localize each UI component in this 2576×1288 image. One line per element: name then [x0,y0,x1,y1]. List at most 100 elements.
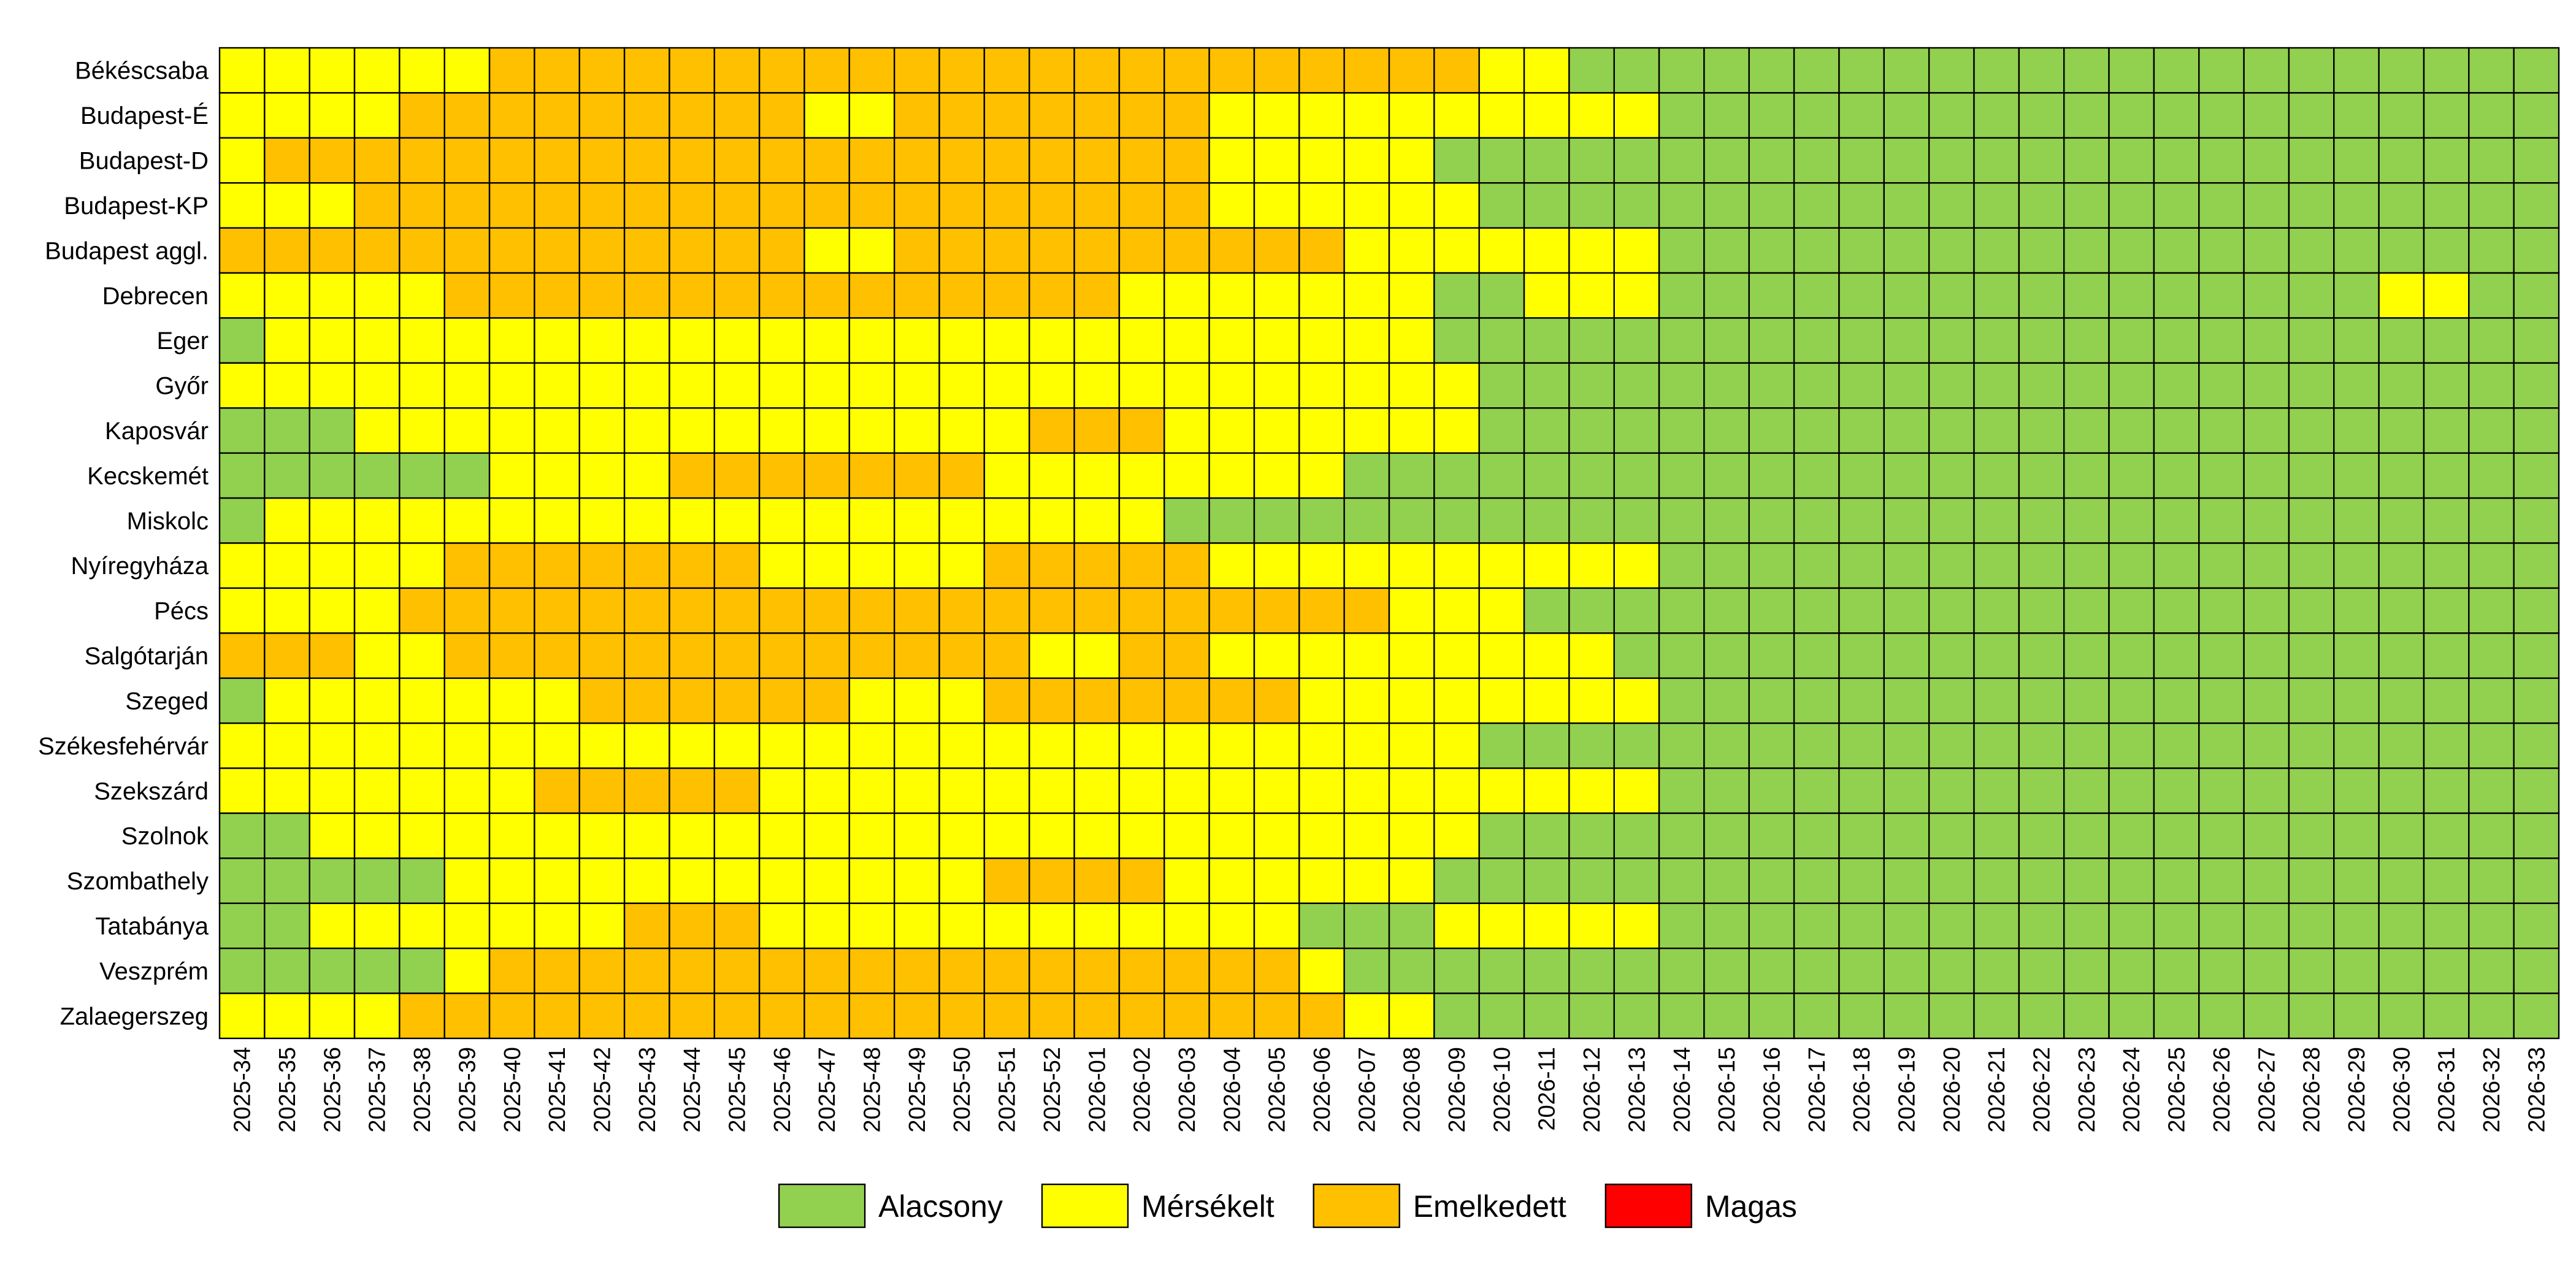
heatmap-cell [669,587,716,634]
heatmap-cell [488,227,535,274]
heatmap-cell [1343,992,1390,1040]
heatmap-cell [1343,542,1390,589]
heatmap-cell [2378,902,2425,949]
heatmap-cell [2378,677,2425,724]
heatmap-cell [938,992,986,1040]
heatmap-cell [2468,722,2515,769]
heatmap-cell [2243,632,2290,679]
heatmap-cell [1298,857,1345,904]
heatmap-cell [534,902,580,949]
heatmap-cell [1433,272,1480,319]
heatmap-cell [1253,182,1300,229]
heatmap-cell [1568,632,1615,679]
heatmap-cell [1973,137,2020,184]
heatmap-cell [1613,497,1660,544]
row-label: Budapest aggl. [45,237,209,264]
heatmap-cell [2423,857,2470,904]
heatmap-cell [1973,47,2020,94]
heatmap-cell [1298,677,1345,724]
column-label: 2025-43 [635,1047,661,1132]
heatmap-cell [938,677,986,724]
heatmap-cell [2378,137,2425,184]
heatmap-cell [1118,542,1165,589]
heatmap-cell [1523,317,1570,364]
heatmap-cell [983,857,1030,904]
heatmap-cell [1703,497,1750,544]
heatmap-cell [578,947,626,994]
heatmap-cell [399,182,445,229]
heatmap-cell [623,902,670,949]
heatmap-cell [2063,92,2110,139]
column-label: 2026-03 [1175,1047,1200,1132]
heatmap-cell [1793,182,1840,229]
heatmap-cell [1568,587,1615,634]
heatmap-cell [1793,272,1840,319]
heatmap-cell [1253,137,1300,184]
heatmap-cell [1118,902,1165,949]
heatmap-cell [1163,497,1210,544]
heatmap-cell [2288,47,2335,94]
heatmap-cell [1029,722,1075,769]
heatmap-cell [803,812,851,859]
heatmap-cell [2063,947,2110,994]
column-label: 2025-49 [905,1047,930,1132]
heatmap-cell [1883,407,1930,454]
heatmap-cell [938,47,986,94]
heatmap-cell [353,407,401,454]
heatmap-cell [2468,542,2515,589]
heatmap-cell [1073,722,1121,769]
heatmap-cell [218,272,266,319]
heatmap-cell [2378,182,2425,229]
heatmap-cell [1928,677,1975,724]
row-label: Veszprém [99,958,209,985]
heatmap-cell [534,992,580,1040]
heatmap-cell [218,767,266,815]
heatmap-cell [713,542,761,589]
heatmap-cell [669,317,716,364]
heatmap-cell [2288,272,2335,319]
heatmap-cell [1748,632,1795,679]
heatmap-cell [2198,137,2245,184]
heatmap-cell [983,632,1030,679]
heatmap-cell [309,857,356,904]
heatmap-cell [2243,812,2290,859]
heatmap-cell [2288,182,2335,229]
heatmap-cell [1568,677,1615,724]
heatmap-cell [1388,272,1435,319]
column-label: 2026-22 [2030,1047,2055,1132]
heatmap-cell [623,182,670,229]
heatmap-cell [1118,137,1165,184]
heatmap-cell [2423,137,2470,184]
heatmap-cell [309,947,356,994]
heatmap-cell [2513,227,2560,274]
heatmap-cell [399,677,445,724]
heatmap-cell [758,227,805,274]
heatmap-cell [309,47,356,94]
heatmap-cell [713,497,761,544]
heatmap-cell [1793,317,1840,364]
heatmap-cell [1208,857,1255,904]
heatmap-cell [1163,317,1210,364]
heatmap-cell [2288,812,2335,859]
heatmap-cell [1298,317,1345,364]
heatmap-cell [218,452,266,499]
heatmap-cell [983,992,1030,1040]
heatmap-cell [1928,992,1975,1040]
heatmap-cell [1163,677,1210,724]
heatmap-cell [2423,47,2470,94]
heatmap-cell [1253,542,1300,589]
heatmap-cell [218,227,266,274]
heatmap-cell [1748,137,1795,184]
heatmap-cell [1433,542,1480,589]
heatmap-cell [1928,497,1975,544]
heatmap-cell [893,407,940,454]
heatmap-cell [2333,137,2380,184]
heatmap-cell [1208,452,1255,499]
heatmap-cell [218,317,266,364]
heatmap-cell [758,452,805,499]
heatmap-cell [2423,902,2470,949]
heatmap-cell [1658,317,1705,364]
heatmap-cell [1703,722,1750,769]
heatmap-cell [218,587,266,634]
heatmap-cell [264,362,310,409]
